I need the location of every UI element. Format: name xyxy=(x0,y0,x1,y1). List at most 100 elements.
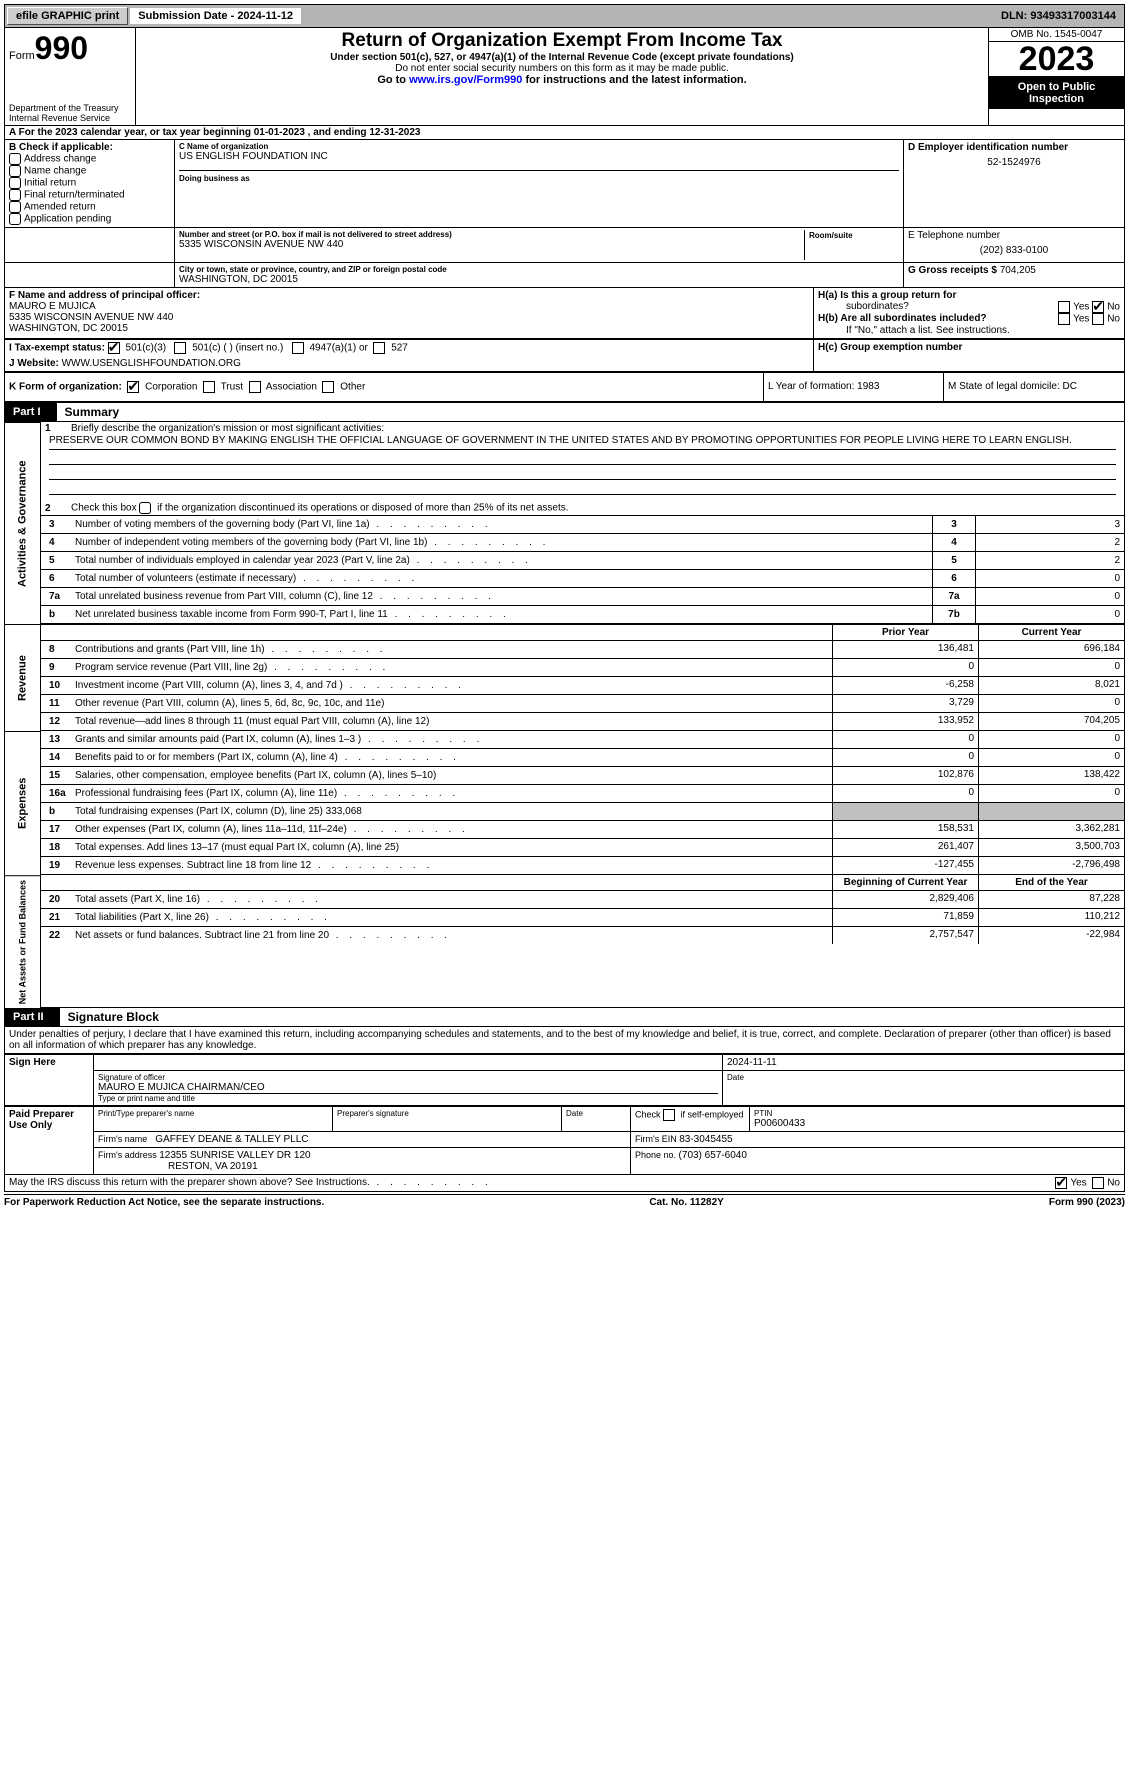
chk-assoc[interactable] xyxy=(249,381,261,393)
prep-name-lbl: Print/Type preparer's name xyxy=(98,1109,328,1118)
k-lbl: K Form of organization: xyxy=(9,382,122,393)
chk-527[interactable] xyxy=(373,342,385,354)
chk-amended[interactable] xyxy=(9,201,21,213)
hc-lbl: H(c) Group exemption number xyxy=(818,342,962,353)
phone: (202) 833-0100 xyxy=(908,241,1120,260)
website[interactable]: WWW.USENGLISHFOUNDATION.ORG xyxy=(62,358,241,369)
na-table: Beginning of Current YearEnd of the Year… xyxy=(41,875,1124,944)
footer-left: For Paperwork Reduction Act Notice, see … xyxy=(4,1197,324,1208)
firm-addr: 12355 SUNRISE VALLEY DR 120 xyxy=(159,1150,310,1161)
chk-initial[interactable] xyxy=(9,177,21,189)
paid-preparer: Paid Preparer Use Only Print/Type prepar… xyxy=(4,1106,1125,1175)
firm-ein: 83-3045455 xyxy=(679,1134,732,1145)
mission-line3 xyxy=(49,465,1116,480)
chk-501c[interactable] xyxy=(174,342,186,354)
form-note: Do not enter social security numbers on … xyxy=(140,63,984,74)
chk-trust[interactable] xyxy=(203,381,215,393)
discuss-yes[interactable] xyxy=(1055,1177,1067,1189)
form-title: Return of Organization Exempt From Incom… xyxy=(140,30,984,52)
city: WASHINGTON, DC 20015 xyxy=(179,274,899,285)
mission-text: PRESERVE OUR COMMON BOND BY MAKING ENGLI… xyxy=(49,435,1116,450)
l-year: L Year of formation: 1983 xyxy=(764,373,944,402)
officer-city: WASHINGTON, DC 20015 xyxy=(9,323,809,334)
dba-lbl: Doing business as xyxy=(179,174,250,183)
hb-yes[interactable] xyxy=(1058,313,1070,325)
section-klm: K Form of organization: Corporation Trus… xyxy=(4,373,1125,403)
i-lbl: I Tax-exempt status: xyxy=(9,343,105,354)
form-header: Form990 Department of the Treasury Inter… xyxy=(4,28,1125,126)
j-lbl: J Website: xyxy=(9,358,62,369)
chk-final[interactable] xyxy=(9,189,21,201)
paid-lbl: Paid Preparer Use Only xyxy=(5,1107,94,1175)
firm-name: GAFFEY DEANE & TALLEY PLLC xyxy=(155,1134,308,1145)
footer-mid: Cat. No. 11282Y xyxy=(649,1197,723,1208)
ha-no[interactable] xyxy=(1092,301,1104,313)
discuss-row: May the IRS discuss this return with the… xyxy=(4,1175,1125,1192)
chk-other[interactable] xyxy=(322,381,334,393)
side-exp: Expenses xyxy=(5,731,41,875)
mission-line2 xyxy=(49,450,1116,465)
f-lbl: F Name and address of principal officer: xyxy=(9,290,809,301)
firm-city: RESTON, VA 20191 xyxy=(98,1161,258,1172)
part2-lbl: Part II xyxy=(5,1009,60,1025)
side-ag: Activities & Governance xyxy=(5,422,41,624)
section-bcd: B Check if applicable: Address change Na… xyxy=(4,140,1125,288)
chk-self[interactable] xyxy=(663,1109,675,1121)
rev-table: Prior YearCurrent Year 8Contributions an… xyxy=(41,624,1124,730)
irs-link[interactable]: www.irs.gov/Form990 xyxy=(409,74,522,86)
sig-date: 2024-11-11 xyxy=(723,1055,1125,1071)
hb-no[interactable] xyxy=(1092,313,1104,325)
page-footer: For Paperwork Reduction Act Notice, see … xyxy=(4,1194,1125,1208)
exp-table: 13Grants and similar amounts paid (Part … xyxy=(41,731,1124,874)
chk-name[interactable] xyxy=(9,165,21,177)
lines-3-7: 3Number of voting members of the governi… xyxy=(41,515,1124,623)
chk-4947[interactable] xyxy=(292,342,304,354)
submission-date: Submission Date - 2024-11-12 xyxy=(130,8,301,24)
box-b-hdr: B Check if applicable: xyxy=(9,142,170,153)
chk-corp[interactable] xyxy=(127,381,139,393)
part2-title: Signature Block xyxy=(60,1008,1124,1026)
sign-here-lbl: Sign Here xyxy=(5,1055,94,1106)
type-lbl: Type or print name and title xyxy=(98,1093,718,1103)
ein: 52-1524976 xyxy=(908,153,1120,172)
ptin: P00600433 xyxy=(754,1118,1120,1129)
sign-here: Sign Here 2024-11-11 Signature of office… xyxy=(4,1054,1125,1106)
discuss-no[interactable] xyxy=(1092,1177,1104,1189)
ptin-lbl: PTIN xyxy=(754,1109,1120,1118)
org-name: US ENGLISH FOUNDATION INC xyxy=(179,151,899,162)
ha-lbl: H(a) Is this a group return for xyxy=(818,290,956,301)
e-lbl: E Telephone number xyxy=(908,230,1120,241)
form-number: 990 xyxy=(35,30,88,66)
d-lbl: D Employer identification number xyxy=(908,142,1120,153)
top-bar: efile GRAPHIC print Submission Date - 20… xyxy=(4,4,1125,28)
section-ij: I Tax-exempt status: 501(c)(3) 501(c) ( … xyxy=(4,340,1125,373)
chk-501c3[interactable] xyxy=(108,342,120,354)
hb-lbl: H(b) Are all subordinates included? xyxy=(818,313,987,324)
dept-treasury: Department of the Treasury xyxy=(9,103,131,113)
row-a-period: A For the 2023 calendar year, or tax yea… xyxy=(4,126,1125,140)
g-lbl: G Gross receipts $ xyxy=(908,265,997,276)
chk-address[interactable] xyxy=(9,153,21,165)
q1-lbl: Briefly describe the organization's miss… xyxy=(71,423,1120,434)
form-subtitle: Under section 501(c), 527, or 4947(a)(1)… xyxy=(140,52,984,63)
sig-officer-lbl: Signature of officer xyxy=(98,1073,718,1082)
officer-name: MAURO E MUJICA xyxy=(9,301,809,312)
side-na: Net Assets or Fund Balances xyxy=(5,875,41,1008)
city-lbl: City or town, state or province, country… xyxy=(179,265,899,274)
form-word: Form xyxy=(9,50,35,62)
street: 5335 WISCONSIN AVENUE NW 440 xyxy=(179,239,804,250)
side-rev: Revenue xyxy=(5,624,41,731)
dln: DLN: 93493317003144 xyxy=(1001,10,1122,22)
ha-yes[interactable] xyxy=(1058,301,1070,313)
mission-line4 xyxy=(49,480,1116,495)
date-lbl: Date xyxy=(727,1073,1120,1082)
chk-q2[interactable] xyxy=(139,502,151,514)
footer-right: Form 990 (2023) xyxy=(1049,1197,1125,1208)
part1-header: Part I Summary xyxy=(4,403,1125,422)
efile-btn[interactable]: efile GRAPHIC print xyxy=(7,7,128,25)
prep-sig-lbl: Preparer's signature xyxy=(337,1109,557,1118)
sig-decl: Under penalties of perjury, I declare th… xyxy=(4,1027,1125,1054)
gross-receipts: 704,205 xyxy=(1000,265,1036,276)
officer-street: 5335 WISCONSIN AVENUE NW 440 xyxy=(9,312,809,323)
chk-pending[interactable] xyxy=(9,213,21,225)
